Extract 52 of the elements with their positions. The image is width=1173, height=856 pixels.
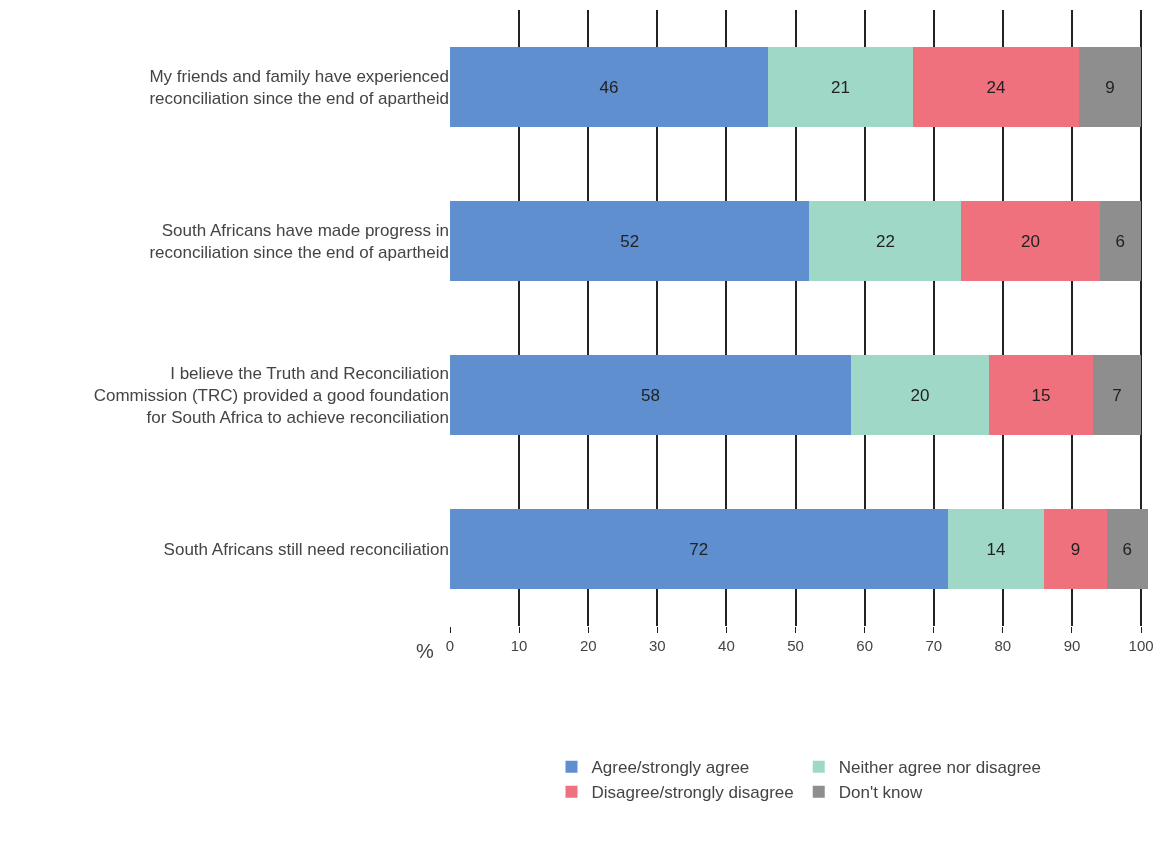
x-tick-label: 30: [648, 637, 666, 654]
bar: [1078, 46, 1142, 128]
x-tick-label: 10: [510, 637, 528, 654]
data-label: 21: [831, 77, 850, 97]
legend-label: Don't know: [838, 783, 924, 803]
data-label: 6: [1122, 539, 1132, 559]
legend-label: Disagree/strongly disagree: [591, 783, 794, 803]
data-label: 22: [875, 231, 895, 251]
bar: [1106, 508, 1148, 590]
bar: [450, 354, 851, 436]
x-tick-label: 70: [925, 637, 943, 654]
bar: [1099, 200, 1142, 282]
x-tick-label: 40: [718, 637, 735, 654]
legend-label: Neither agree nor disagree: [838, 758, 1041, 778]
y-tick-label: South Africans have made progress in reconciliation since the end of apartheid: [149, 220, 449, 262]
bar: [961, 200, 1100, 282]
data-label: 20: [910, 385, 930, 405]
bar: [450, 46, 768, 128]
data-label: 14: [986, 539, 1006, 559]
x-tick-label: 0: [445, 637, 455, 654]
y-tick-label: South Africans still need reconciliation: [163, 539, 449, 559]
x-tick-label: 90: [1063, 637, 1081, 654]
data-label: 52: [620, 231, 640, 251]
y-tick-label: I believe the Truth and Reconciliation Commission (TRC) provided a good foundation for South Africa to achieve reconciliation: [93, 363, 449, 428]
data-label: 6: [1115, 231, 1126, 251]
x-tick-label: 60: [856, 637, 873, 654]
data-label: 24: [986, 77, 1006, 97]
x-tick-label: 80: [994, 637, 1012, 654]
bar: [809, 200, 962, 282]
data-label: 7: [1112, 385, 1122, 405]
x-tick-label: 50: [787, 637, 804, 654]
data-label: 9: [1105, 77, 1115, 97]
legend-label: Agree/strongly agree: [591, 758, 750, 778]
data-label: 9: [1070, 539, 1081, 559]
x-tick-label: 100: [1128, 637, 1154, 654]
data-label: 20: [1021, 231, 1040, 251]
bar: [947, 508, 1045, 590]
data-label: 72: [689, 539, 709, 559]
x-axis-title: %: [416, 640, 434, 662]
bar: [450, 508, 948, 590]
bar: [1044, 508, 1107, 590]
bar: [767, 46, 914, 128]
bar: [989, 354, 1093, 436]
data-label: 58: [640, 385, 660, 405]
bar: [1092, 354, 1142, 436]
data-label: 15: [1031, 385, 1051, 405]
bar: [913, 46, 1079, 128]
x-tick-label: 20: [579, 637, 597, 654]
bar: [450, 200, 810, 282]
y-tick-label: My friends and family have experienced reconciliation since the end of apartheid: [149, 66, 449, 108]
data-label: 46: [599, 77, 619, 97]
bar: [850, 354, 990, 436]
